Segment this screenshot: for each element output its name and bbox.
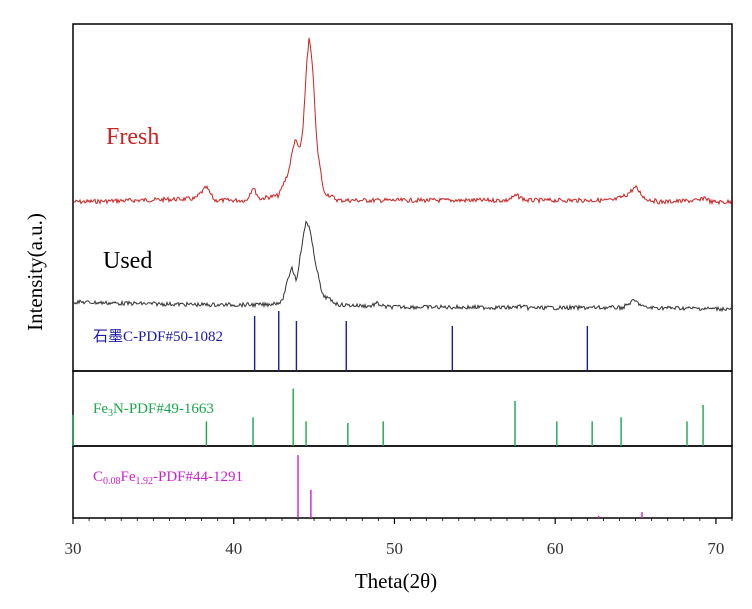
x-tick-label: 40 xyxy=(225,539,242,558)
y-axis-title: Intensity(a.u.) xyxy=(23,213,47,331)
fresh-label: Fresh xyxy=(106,124,159,150)
fe3n-ref-label: Fe3N-PDF#49-1663 xyxy=(93,401,214,419)
graphite-ref-label: 石墨C-PDF#50-1082 xyxy=(93,329,223,345)
series-fresh-line xyxy=(73,37,732,206)
cfe-ref-label: C0.08Fe1.92-PDF#44-1291 xyxy=(93,469,243,487)
x-tick-label: 50 xyxy=(386,539,403,558)
x-tick-label: 30 xyxy=(65,539,82,558)
used-label: Used xyxy=(103,248,152,274)
x-tick-label: 70 xyxy=(707,539,724,558)
series-used-line xyxy=(73,220,732,313)
panel-bottom-frame xyxy=(72,445,733,519)
panel-top-frame xyxy=(72,23,733,372)
x-axis-title: Theta(2θ) xyxy=(355,569,437,593)
x-tick-label: 60 xyxy=(547,539,564,558)
